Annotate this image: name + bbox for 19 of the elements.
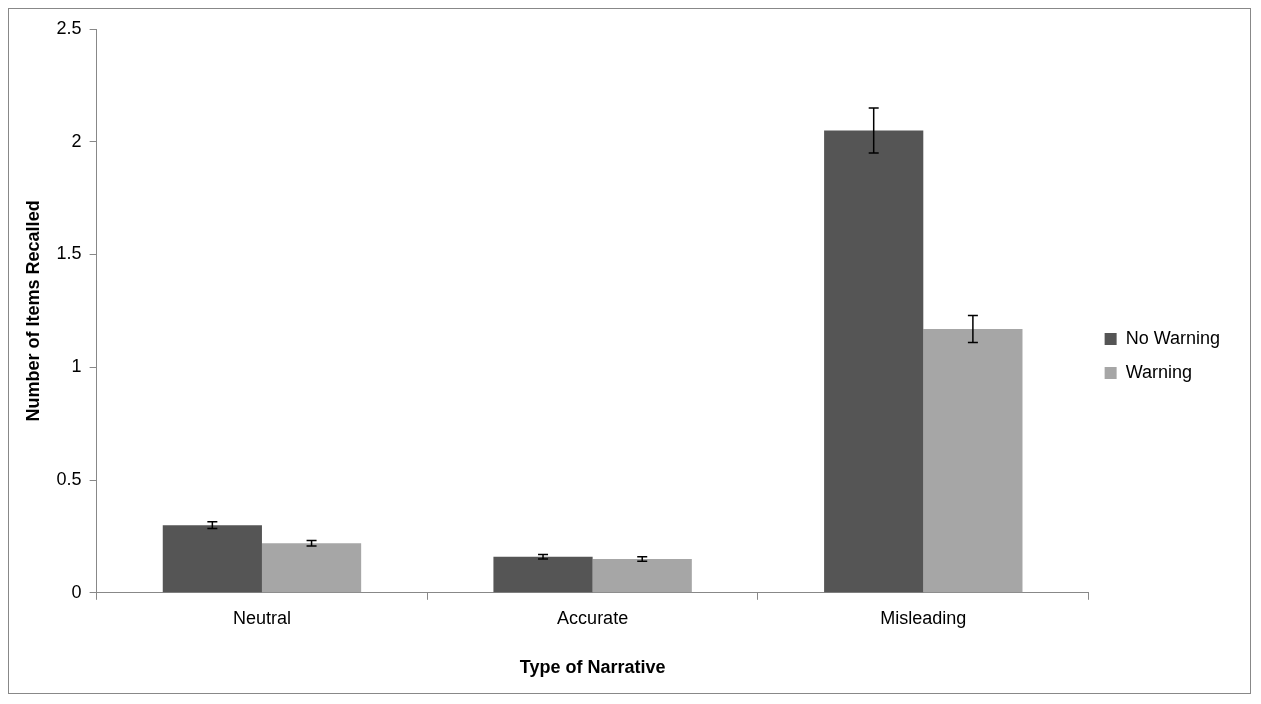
bar bbox=[261, 543, 362, 593]
y-tick-label: 1.5 bbox=[56, 243, 82, 264]
bar bbox=[824, 130, 924, 593]
y-tick-label: 2.5 bbox=[56, 17, 82, 38]
y-tick-label: 0 bbox=[71, 581, 82, 602]
y-tick-label: 0.5 bbox=[56, 469, 82, 490]
legend-label: No Warning bbox=[1125, 327, 1221, 348]
x-axis-title: Type of Narrative bbox=[519, 657, 666, 678]
bar bbox=[162, 525, 262, 593]
y-tick-label: 1 bbox=[71, 356, 82, 377]
bar bbox=[923, 328, 1023, 593]
legend-label: Warning bbox=[1125, 361, 1192, 382]
y-tick-label: 2 bbox=[71, 130, 82, 151]
x-tick-label: Accurate bbox=[557, 607, 629, 628]
x-tick-label: Neutral bbox=[232, 607, 291, 628]
x-tick-label: Misleading bbox=[880, 607, 967, 628]
bar bbox=[493, 556, 593, 593]
y-axis-title: Number of Items Recalled bbox=[22, 200, 43, 422]
bar bbox=[592, 558, 692, 593]
